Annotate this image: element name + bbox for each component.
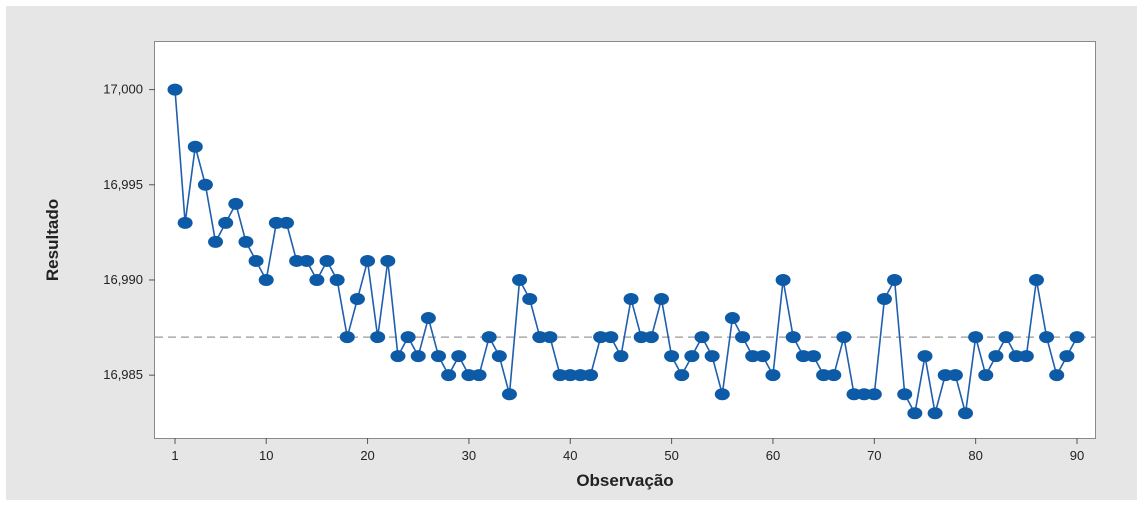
y-tick-label: 16,995 [103,177,143,192]
data-point [603,331,619,344]
data-point [451,350,467,363]
x-tick-label: 80 [968,448,982,463]
data-point [360,254,376,267]
x-tick-label: 1 [171,448,178,463]
data-point [947,369,963,382]
data-point [380,254,396,267]
data-point [643,331,659,344]
data-point [623,293,639,306]
data-point [704,350,720,363]
data-point [278,216,294,229]
data-point [785,331,801,344]
data-point [653,293,669,306]
x-tick-label: 20 [360,448,374,463]
y-tick-label: 16,990 [103,272,143,287]
data-point [613,350,629,363]
data-point [735,331,751,344]
data-point [724,312,740,325]
data-point [978,369,994,382]
data-point [218,216,234,229]
data-point [684,350,700,363]
data-point [1039,331,1055,344]
data-point [390,350,406,363]
data-point [248,254,264,267]
data-point [208,235,224,248]
data-point [167,83,183,96]
data-point [907,407,923,420]
data-point [674,369,690,382]
data-point [866,388,882,401]
data-point [329,273,345,286]
data-point [187,140,203,153]
data-point [197,178,213,191]
data-point [968,331,984,344]
x-tick-label: 70 [867,448,881,463]
data-point [917,350,933,363]
data-point [998,331,1014,344]
data-point [441,369,457,382]
data-point [542,331,558,344]
x-tick-label: 50 [664,448,678,463]
data-point [765,369,781,382]
data-point [339,331,355,344]
data-point [775,273,791,286]
data-markers [167,83,1085,420]
data-point [1018,350,1034,363]
data-point [1049,369,1065,382]
x-tick-label: 30 [462,448,476,463]
data-point [319,254,335,267]
data-point [370,331,386,344]
data-point [512,273,528,286]
data-point [887,273,903,286]
data-point [714,388,730,401]
data-point [410,350,426,363]
data-point [481,331,497,344]
data-point [228,197,244,210]
y-tick-label: 16,985 [103,367,143,382]
data-point [1069,331,1085,344]
data-point [836,331,852,344]
x-tick-label: 60 [766,448,780,463]
data-point [958,407,974,420]
data-point [238,235,254,248]
data-point [501,388,517,401]
data-point [583,369,599,382]
data-point [1028,273,1044,286]
data-point [431,350,447,363]
data-point [177,216,193,229]
x-axis-title: Observação [576,471,673,490]
data-point [876,293,892,306]
x-tick-label: 10 [259,448,273,463]
data-point [309,273,325,286]
x-axis-ticks: 1 10 20 30 40 50 60 70 80 90 [171,438,1084,463]
data-point [694,331,710,344]
data-point [755,350,771,363]
data-point [664,350,680,363]
data-point [897,388,913,401]
data-point [349,293,365,306]
data-point [1059,350,1075,363]
data-point [826,369,842,382]
data-point [258,273,274,286]
data-point [988,350,1004,363]
data-point [400,331,416,344]
data-point [805,350,821,363]
x-tick-label: 90 [1070,448,1084,463]
data-point [522,293,538,306]
data-point [299,254,315,267]
y-tick-label: 17,000 [103,82,143,97]
y-axis-title: Resultado [43,199,62,281]
data-point [491,350,507,363]
x-tick-label: 40 [563,448,577,463]
data-point [420,312,436,325]
y-axis-ticks: 16,985 16,990 16,995 17,000 [103,82,155,382]
data-point [927,407,943,420]
data-point [471,369,487,382]
